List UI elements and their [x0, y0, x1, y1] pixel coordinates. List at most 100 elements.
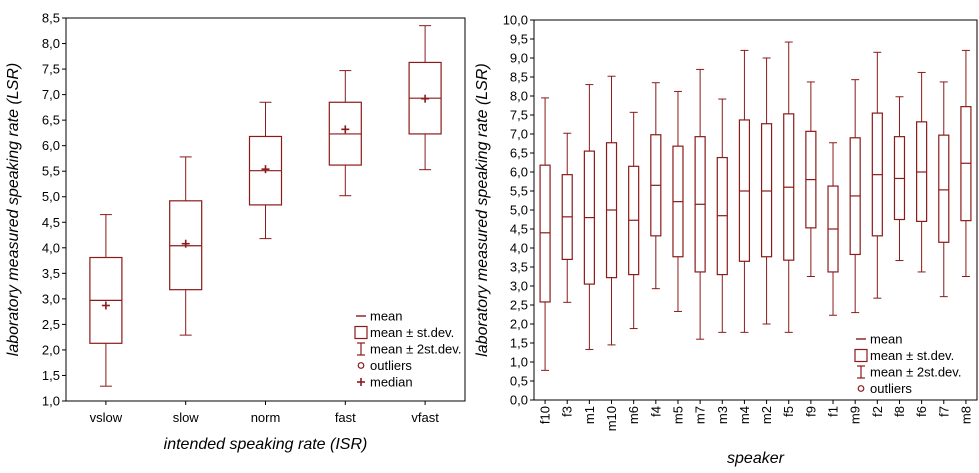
- legend-label: mean: [870, 332, 903, 347]
- y-tick-label: 7,0: [510, 127, 528, 142]
- legend-label: median: [370, 375, 413, 390]
- x-tick-label: m4: [737, 406, 752, 424]
- y-tick-label: 3,5: [42, 266, 60, 281]
- y-tick-label: 4,5: [42, 215, 60, 230]
- x-tick-label: m8: [958, 406, 973, 424]
- x-tick-label: f5: [781, 406, 796, 417]
- x-axis-title: speaker: [727, 450, 785, 467]
- box-m4: [738, 49, 751, 333]
- plot-frame: [533, 19, 978, 401]
- box-m1: [583, 84, 595, 350]
- x-tick-label: slow: [173, 410, 200, 425]
- box-m6: [628, 111, 640, 330]
- box-vslow: [89, 214, 123, 387]
- legend-outlier-symbol: [357, 362, 365, 369]
- x-tick-label: m1: [582, 406, 597, 424]
- y-tick-label: 7,0: [42, 87, 60, 102]
- x-tick-label: f3: [560, 406, 575, 417]
- y-tick-label: 7,5: [42, 62, 60, 77]
- box-f7: [938, 81, 950, 298]
- y-tick-label: 4,0: [510, 241, 528, 256]
- legend-label: outliers: [870, 381, 912, 396]
- sd-box: [539, 164, 551, 303]
- legend-sd-symbol: [354, 325, 368, 340]
- y-tick-label: 9,0: [510, 51, 528, 66]
- x-tick-label: m10: [604, 406, 619, 431]
- y-tick-label: 1,5: [510, 336, 528, 351]
- box-vfast: [408, 25, 442, 171]
- x-tick-label: m2: [759, 406, 774, 424]
- box-f8: [893, 96, 906, 262]
- box-f9: [805, 81, 817, 277]
- box-slow: [169, 156, 203, 336]
- legend-label: mean ± st.dev.: [370, 325, 454, 340]
- y-tick-label: 2,0: [510, 317, 528, 332]
- sd-box: [760, 123, 773, 258]
- y-tick-label: 10,0: [503, 13, 528, 28]
- box-f4: [650, 82, 662, 290]
- y-tick-label: 8,5: [510, 70, 528, 85]
- box-m8: [960, 49, 972, 277]
- box-f5: [783, 41, 795, 333]
- y-tick-label: 6,5: [42, 113, 60, 128]
- x-tick-label: fast: [335, 410, 356, 425]
- y-tick-label: 8,5: [42, 11, 60, 26]
- legend-outlier-symbol: [857, 385, 865, 392]
- x-tick-label: norm: [251, 410, 281, 425]
- x-tick-label: f1: [826, 406, 841, 417]
- chart-1: 1,0 1,5 2,0 2,5 3,0 3,5 4,0 4,5 5,0 5,5 6,0 6,5 7,0 7…: [5, 11, 466, 453]
- x-tick-label: f10: [538, 406, 553, 424]
- y-axis-title: laboratory measured speaking rate (LSR): [5, 63, 22, 356]
- box-m5: [672, 90, 684, 312]
- box-m9: [849, 79, 861, 314]
- legend-label: mean: [370, 309, 403, 324]
- legend-label: mean ± st.dev.: [870, 348, 954, 363]
- y-tick-label: 7,5: [510, 108, 528, 123]
- x-tick-label: f2: [870, 406, 885, 417]
- y-tick-label: 1,0: [510, 355, 528, 370]
- x-axis-title: intended speaking rate (ISR): [164, 436, 368, 453]
- x-tick-label: f7: [936, 406, 951, 417]
- legend-label: outliers: [370, 358, 412, 373]
- x-tick-label: m6: [626, 406, 641, 424]
- box-m3: [716, 98, 728, 333]
- y-tick-label: 5,0: [510, 203, 528, 218]
- box-f3: [561, 132, 573, 303]
- x-tick-label: f6: [914, 406, 929, 417]
- y-tick-label: 3,0: [510, 279, 528, 294]
- x-tick-label: vfast: [411, 410, 439, 425]
- box-fast: [328, 70, 362, 197]
- y-tick-label: 5,0: [42, 189, 60, 204]
- sd-box: [938, 134, 950, 243]
- legend-label: mean ± 2st.dev.: [370, 342, 461, 357]
- y-tick-label: 0,0: [510, 393, 528, 408]
- y-tick-label: 5,5: [510, 184, 528, 199]
- box-m10: [605, 75, 618, 346]
- y-tick-label: 4,0: [42, 240, 60, 255]
- y-tick-label: 1,5: [42, 368, 60, 383]
- y-tick-label: 6,5: [510, 146, 528, 161]
- y-tick-label: 4,5: [510, 222, 528, 237]
- box-norm: [248, 101, 283, 240]
- y-axis-title: laboratory measured speaking rate (LSR): [474, 63, 491, 356]
- x-tick-label: m9: [848, 406, 863, 424]
- x-tick-label: m7: [693, 406, 708, 424]
- y-tick-label: 8,0: [510, 89, 528, 104]
- box-f2: [871, 51, 883, 299]
- y-tick-label: 2,5: [42, 317, 60, 332]
- y-tick-label: 5,5: [42, 164, 60, 179]
- box-f6: [916, 71, 928, 273]
- x-tick-label: f4: [648, 406, 663, 417]
- box-m2: [760, 57, 773, 325]
- y-tick-label: 6,0: [42, 138, 60, 153]
- x-tick-label: m5: [670, 406, 685, 424]
- y-tick-label: 9,5: [510, 32, 528, 47]
- y-tick-label: 8,0: [42, 36, 60, 51]
- chart-2: 0,0 0,5 1,0 1,5 2,0 2,5 3,0 3,5 4,0 4,5 5,0 5,5 6,0 6…: [474, 13, 978, 467]
- y-tick-label: 3,5: [510, 260, 528, 275]
- x-tick-label: m3: [715, 406, 730, 424]
- x-tick-label: vslow: [90, 410, 123, 425]
- y-tick-label: 3,0: [42, 291, 60, 306]
